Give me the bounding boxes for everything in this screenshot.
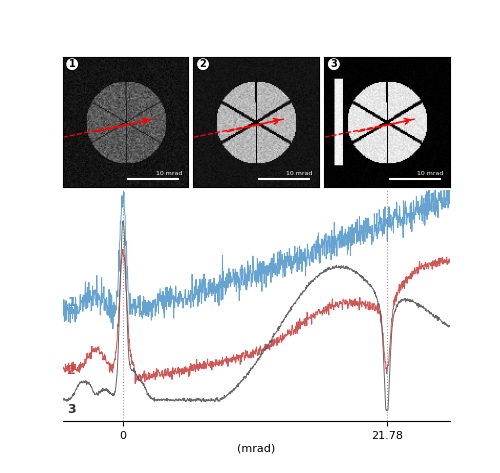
Text: 10 mrad: 10 mrad xyxy=(156,171,182,176)
X-axis label: (mrad): (mrad) xyxy=(237,444,276,454)
Text: 2: 2 xyxy=(68,364,76,377)
Text: 1: 1 xyxy=(69,59,75,69)
Text: 1: 1 xyxy=(68,296,76,308)
Text: 10 mrad: 10 mrad xyxy=(418,171,444,176)
Text: 2: 2 xyxy=(200,59,206,69)
Text: 10 mrad: 10 mrad xyxy=(286,171,313,176)
Text: 3: 3 xyxy=(330,59,337,69)
Text: 3: 3 xyxy=(68,403,76,416)
